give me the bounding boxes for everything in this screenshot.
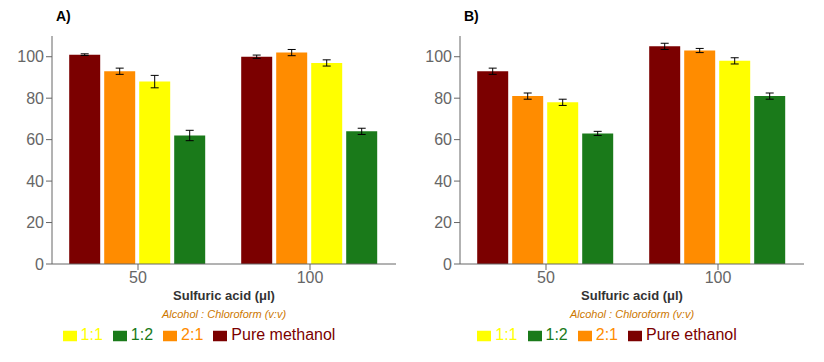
svg-text:Alcohol : Chloroform (v:v): Alcohol : Chloroform (v:v) bbox=[161, 308, 286, 320]
svg-text:50: 50 bbox=[129, 269, 147, 286]
html-text:B): B) bbox=[464, 8, 479, 24]
svg-text:100: 100 bbox=[17, 48, 44, 65]
svg-text:Alcohol : Chloroform (v:v): Alcohol : Chloroform (v:v) bbox=[569, 308, 694, 320]
html-text:2:1: 2:1 bbox=[181, 326, 204, 343]
svg-text:40: 40 bbox=[434, 173, 452, 190]
svg-text:60: 60 bbox=[434, 131, 452, 148]
svg-text:80: 80 bbox=[434, 90, 452, 107]
html-text:1:1: 1:1 bbox=[80, 326, 103, 343]
html-text:Pure methanol: Pure methanol bbox=[231, 326, 336, 343]
html-text:1:2: 1:2 bbox=[130, 326, 154, 343]
svg-text:Sulfuric acid (μl): Sulfuric acid (μl) bbox=[173, 288, 275, 303]
svg-text:40: 40 bbox=[26, 173, 44, 190]
html-text:1:1: 1:1 bbox=[495, 326, 518, 343]
svg-text:0: 0 bbox=[35, 256, 44, 273]
svg-text:60: 60 bbox=[26, 131, 44, 148]
svg-text:100: 100 bbox=[425, 48, 452, 65]
svg-text:80: 80 bbox=[26, 90, 44, 107]
html-text:1:2: 1:2 bbox=[545, 326, 568, 343]
svg-text:50: 50 bbox=[537, 269, 555, 286]
svg-text:20: 20 bbox=[26, 214, 44, 231]
svg-text:100: 100 bbox=[705, 269, 732, 286]
html-text:A): A) bbox=[56, 8, 71, 24]
svg-text:0: 0 bbox=[443, 256, 452, 273]
svg-text:100: 100 bbox=[297, 269, 324, 286]
html-text:Pure ethanol: Pure ethanol bbox=[646, 326, 737, 343]
svg-text:20: 20 bbox=[434, 214, 452, 231]
svg-text:Sulfuric acid (μl): Sulfuric acid (μl) bbox=[581, 288, 683, 303]
html-text:2:1: 2:1 bbox=[595, 326, 618, 343]
